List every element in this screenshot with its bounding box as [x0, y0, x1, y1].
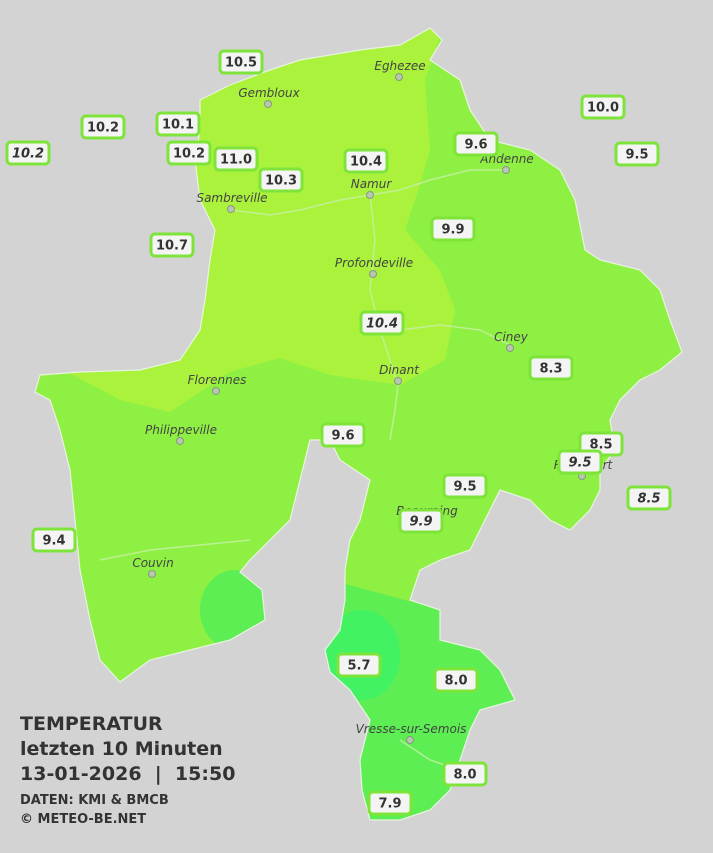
station-value: 8.0 — [453, 768, 476, 783]
station-value: 9.4 — [42, 534, 65, 549]
city-dot — [369, 270, 377, 278]
city-dot — [395, 73, 403, 81]
station-value: 9.5 — [453, 480, 476, 495]
station-box — [213, 146, 259, 172]
station-value: 9.6 — [464, 138, 487, 153]
city-label: Eghezee — [374, 59, 425, 73]
station-box — [453, 131, 499, 157]
station-value: 9.5 — [568, 456, 591, 471]
station-value: 10.4 — [350, 155, 382, 170]
station-value: 10.5 — [225, 56, 257, 71]
station-value: 10.4 — [366, 317, 398, 332]
station-value: 10.2 — [173, 147, 205, 162]
station-value: 9.6 — [331, 429, 354, 444]
station-value: 10.0 — [587, 101, 619, 116]
city-dot — [506, 344, 514, 352]
city-dot — [176, 437, 184, 445]
city-label: Ciney — [494, 330, 529, 344]
legend-source: DATEN: KMI & BMCB — [20, 793, 169, 808]
city-dot — [406, 736, 414, 744]
station-box — [155, 111, 201, 137]
city-dot — [394, 377, 402, 385]
station-box — [442, 473, 488, 499]
station-box — [442, 761, 488, 787]
station-box — [320, 422, 366, 448]
station-value: 10.2 — [87, 121, 119, 136]
legend-title: TEMPERATUR — [20, 713, 163, 735]
station-box — [336, 652, 382, 678]
city-label: Couvin — [132, 556, 173, 570]
station-value: 9.9 — [441, 223, 464, 238]
station-value: 8.3 — [539, 362, 562, 377]
station-value: 7.9 — [378, 797, 401, 812]
city-dot — [366, 191, 374, 199]
station-value: 9.9 — [409, 515, 432, 530]
station-box — [367, 790, 413, 816]
legend-datetime: 13-01-2026 | 15:50 — [20, 763, 235, 785]
station-box — [5, 140, 51, 166]
station-box — [258, 167, 304, 193]
station-box — [614, 141, 660, 167]
city-label: Sambreville — [196, 191, 267, 205]
station-box — [580, 94, 626, 120]
city-label: Gembloux — [238, 86, 300, 100]
city-label: Namur — [351, 177, 393, 191]
station-box — [626, 485, 672, 511]
city-label: Philippeville — [145, 423, 217, 437]
station-value: 10.2 — [12, 147, 44, 162]
station-box — [359, 310, 405, 336]
station-box — [166, 140, 212, 166]
station-box — [31, 527, 77, 553]
station-box — [149, 232, 195, 258]
city-dot — [502, 166, 510, 174]
station-box — [80, 114, 126, 140]
city-dot — [148, 570, 156, 578]
station-box — [557, 449, 603, 475]
city-label: Profondeville — [335, 256, 413, 270]
legend-subtitle: letzten 10 Minuten — [20, 738, 223, 760]
station-box — [218, 49, 264, 75]
station-box — [430, 216, 476, 242]
station-value: 10.1 — [162, 118, 194, 133]
city-dot — [227, 205, 235, 213]
city-label: Dinant — [379, 363, 420, 377]
station-value: 5.7 — [347, 659, 370, 674]
station-box — [528, 355, 574, 381]
station-value: 10.3 — [265, 174, 297, 189]
station-box — [433, 667, 479, 693]
city-dot — [264, 100, 272, 108]
station-box — [398, 508, 444, 534]
station-value: 11.0 — [220, 153, 252, 168]
station-value: 8.5 — [589, 438, 612, 453]
station-value: 9.5 — [625, 148, 648, 163]
station-value: 8.0 — [444, 674, 467, 689]
station-box — [343, 148, 389, 174]
city-label: Vresse-sur-Semois — [356, 722, 467, 736]
city-label: Florennes — [188, 373, 247, 387]
station-value: 8.5 — [637, 492, 660, 507]
city-dot — [212, 387, 220, 395]
station-value: 10.7 — [156, 239, 188, 254]
legend-copyright: © METEO-BE.NET — [20, 812, 146, 827]
